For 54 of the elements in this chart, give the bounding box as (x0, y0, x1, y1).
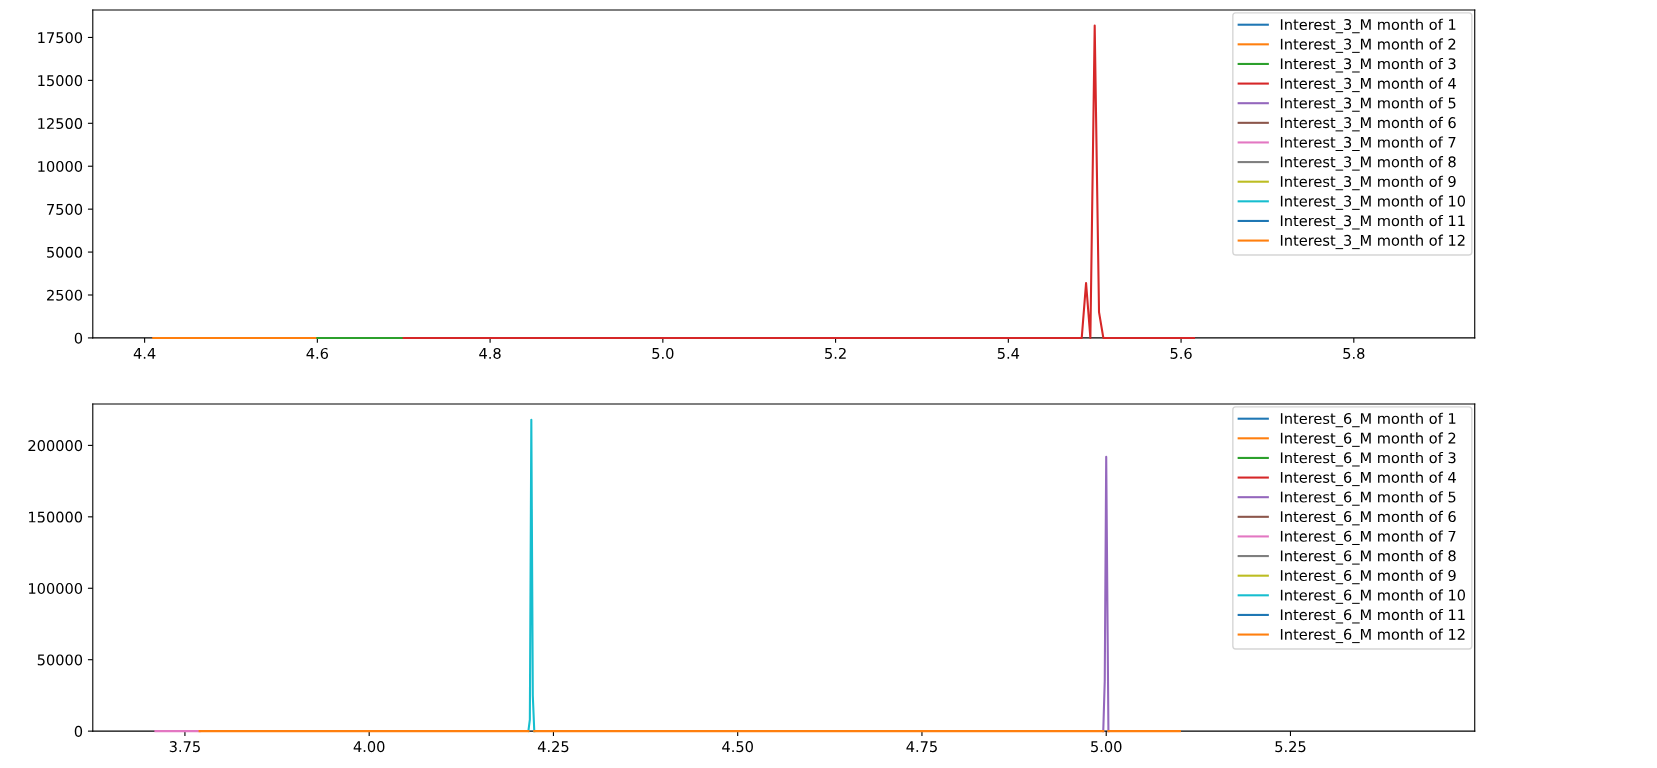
legend-label: Interest_3_M month of 2 (1280, 38, 1456, 53)
y-tick-label: 7500 (47, 203, 83, 215)
legend-label: Interest_3_M month of 10 (1280, 195, 1466, 210)
x-tick-label: 4.50 (722, 741, 753, 753)
line-series (527, 418, 536, 733)
x-tick-label: 5.6 (1170, 347, 1192, 359)
legend-label: Interest_3_M month of 8 (1280, 156, 1456, 171)
legend-label: Interest_6_M month of 10 (1280, 589, 1466, 604)
legend-label: Interest_6_M month of 8 (1280, 550, 1456, 565)
legend-label: Interest_6_M month of 5 (1280, 491, 1456, 506)
x-tick-label: 4.8 (479, 347, 501, 359)
legend-label: Interest_3_M month of 7 (1280, 136, 1456, 151)
x-tick-label: 3.75 (169, 741, 200, 753)
y-tick-label: 2500 (47, 289, 83, 301)
x-tick-label: 4.75 (906, 741, 937, 753)
legend-label: Interest_3_M month of 11 (1280, 214, 1465, 230)
x-tick-label: 5.8 (1343, 347, 1365, 359)
x-tick-label: 5.0 (652, 347, 674, 359)
y-tick-label: 200000 (28, 440, 83, 452)
legend-label: Interest_3_M month of 9 (1280, 175, 1456, 191)
legend-label: Interest_3_M month of 5 (1280, 97, 1456, 112)
x-tick-label: 5.4 (997, 348, 1020, 359)
x-tick-label: 4.4 (133, 348, 156, 359)
legend-label: Interest_6_M month of 9 (1280, 569, 1456, 585)
legend-label: Interest_6_M month of 3 (1280, 451, 1456, 467)
y-tick-label: 50000 (37, 654, 83, 666)
legend-label: Interest_3_M month of 12 (1280, 234, 1465, 250)
legend-label: Interest_3_M month of 4 (1280, 77, 1456, 93)
y-tick-label: 10000 (38, 160, 83, 172)
legend-label: Interest_6_M month of 11 (1280, 608, 1465, 624)
y-tick-label: 0 (74, 725, 83, 737)
legend-label: Interest_3_M month of 3 (1280, 57, 1456, 73)
legend-label: Interest_6_M month of 1 (1280, 412, 1456, 428)
x-tick-label: 5.00 (1091, 741, 1122, 753)
legend-label: Interest_6_M month of 6 (1280, 510, 1456, 526)
legend-label: Interest_6_M month of 7 (1280, 530, 1456, 545)
legend-label: Interest_3_M month of 6 (1280, 116, 1456, 132)
legend-label: Interest_6_M month of 4 (1280, 471, 1456, 487)
legend-label: Interest_6_M month of 12 (1280, 628, 1465, 644)
x-tick-label: 5.25 (1275, 741, 1306, 753)
x-tick-label: 4.00 (353, 741, 385, 753)
y-tick-label: 0 (74, 332, 83, 344)
x-tick-label: 4.6 (306, 347, 329, 359)
y-tick-label: 12500 (38, 118, 83, 130)
x-tick-label: 4.25 (537, 741, 569, 753)
y-tick-label: 150000 (29, 511, 83, 523)
y-tick-label: 17500 (38, 32, 83, 44)
x-tick-label: 5.2 (825, 347, 846, 359)
legend-label: Interest_3_M month of 1 (1280, 18, 1456, 34)
y-tick-label: 100000 (29, 582, 83, 595)
legend-label: Interest_6_M month of 2 (1280, 432, 1456, 447)
y-tick-label: 15000 (38, 75, 83, 87)
y-tick-label: 5000 (47, 246, 83, 258)
line-series (402, 24, 1196, 339)
